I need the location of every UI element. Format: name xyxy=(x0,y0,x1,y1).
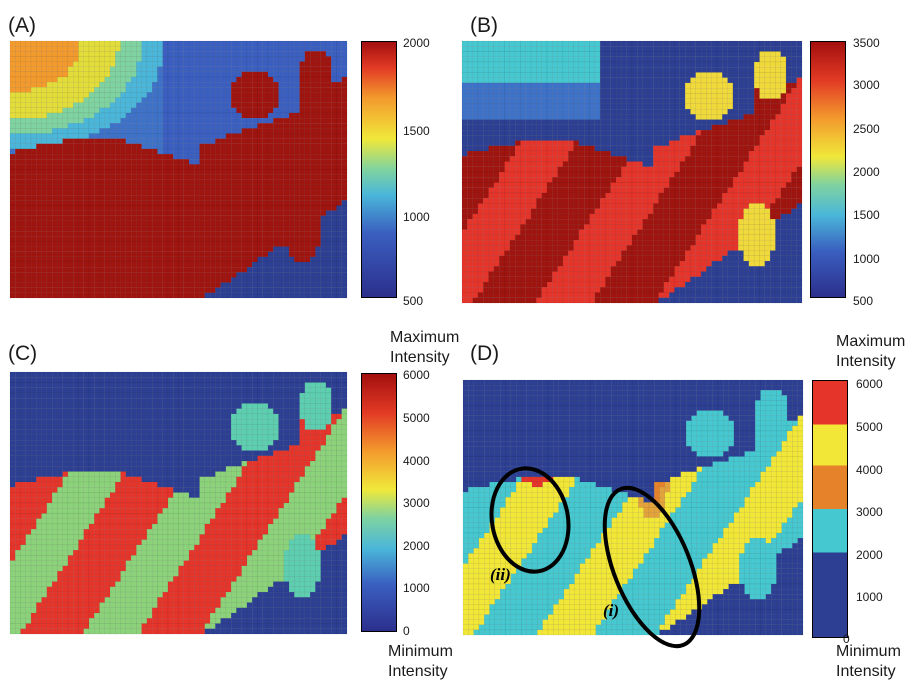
colorbar-c-tick-6000: 6000 xyxy=(403,368,430,382)
colorbar-b-tick-3000: 3000 xyxy=(853,78,880,92)
colorbar-d xyxy=(812,380,848,638)
colorbar-d-tick-6000: 6000 xyxy=(856,377,883,391)
annotation-i: (i) xyxy=(603,601,620,620)
colorbar-a-tick-500: 500 xyxy=(403,294,424,308)
panel-label-a: (A) xyxy=(8,14,36,37)
min-intensity-note-d: Minimum Intensity xyxy=(836,643,901,680)
colorbar-d-tick-2000: 2000 xyxy=(856,548,883,562)
colorbar-b-tick-500: 500 xyxy=(853,294,874,308)
panel-label-b: (B) xyxy=(470,14,498,37)
colorbar-c-tick-4000: 4000 xyxy=(403,454,430,468)
colorbar-d-tick-3000: 3000 xyxy=(856,505,883,519)
colorbar-c-tick-2000: 2000 xyxy=(403,539,430,553)
max-intensity-note-c: Maximum Intensity xyxy=(390,329,460,366)
colorbar-d-tick-5000: 5000 xyxy=(856,420,883,434)
colorbar-b-tick-1500: 1500 xyxy=(853,208,880,222)
colorbar-a-tick-2000: 2000 xyxy=(403,36,430,50)
colorbar-a-tick-1500: 1500 xyxy=(403,124,430,138)
heatmap-panel-b xyxy=(461,40,803,304)
colorbar-c-tick-3000: 3000 xyxy=(403,496,430,510)
colorbar-b-tick-2000: 2000 xyxy=(853,165,880,179)
colorbar-b-tick-1000: 1000 xyxy=(853,252,880,266)
colorbar-a xyxy=(361,41,397,298)
colorbar-c-tick-5000: 5000 xyxy=(403,411,430,425)
heatmap-panel-d xyxy=(462,379,804,636)
colorbar-c xyxy=(361,373,397,632)
min-intensity-note-c: Minimum Intensity xyxy=(388,643,453,680)
colorbar-c-tick-0: 0 xyxy=(403,624,410,638)
max-intensity-note-d: Maximum Intensity xyxy=(836,333,906,370)
heatmap-panel-a xyxy=(9,40,348,299)
colorbar-d-tick-1000: 1000 xyxy=(856,590,883,604)
panel-label-c: (C) xyxy=(8,342,38,365)
colorbar-d-tick-0: 0 xyxy=(843,632,850,646)
heatmap-panel-c xyxy=(9,371,348,635)
colorbar-b xyxy=(810,41,846,298)
colorbar-c-tick-1000: 1000 xyxy=(403,581,430,595)
colorbar-b-tick-2500: 2500 xyxy=(853,122,880,136)
annotation-ii: (ii) xyxy=(490,565,511,584)
colorbar-a-tick-1000: 1000 xyxy=(403,210,430,224)
colorbar-d-tick-4000: 4000 xyxy=(856,463,883,477)
colorbar-b-tick-3500: 3500 xyxy=(853,36,880,50)
panel-label-d: (D) xyxy=(470,342,500,365)
